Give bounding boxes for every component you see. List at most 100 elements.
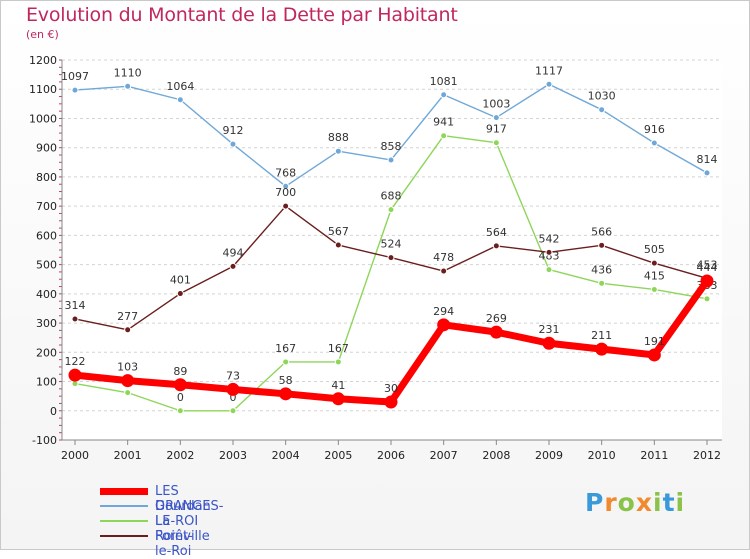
y-tick-label: 500: [36, 259, 57, 272]
data-label: 505: [644, 243, 665, 256]
data-label: 483: [539, 250, 560, 263]
data-label: 314: [65, 299, 86, 312]
data-point: [387, 156, 395, 164]
data-label: 888: [328, 131, 349, 144]
data-label: 89: [173, 365, 187, 378]
data-point: [229, 407, 237, 415]
data-label: 453: [697, 258, 718, 271]
data-point: [650, 139, 658, 147]
data-point: [121, 374, 135, 388]
x-tick-label: 2007: [430, 449, 458, 462]
x-tick-label: 2010: [588, 449, 616, 462]
data-point: [545, 80, 553, 88]
data-label: 1081: [430, 75, 458, 88]
data-label: 1003: [482, 98, 510, 111]
x-tick-label: 2008: [482, 449, 510, 462]
y-tick-label: 600: [36, 229, 57, 242]
data-label: 211: [591, 329, 612, 342]
data-point: [282, 358, 290, 366]
data-point: [647, 348, 661, 362]
data-point: [124, 326, 132, 334]
data-label: 814: [697, 153, 718, 166]
data-label: 294: [433, 305, 454, 318]
data-label: 401: [170, 274, 191, 287]
data-label: 0: [177, 391, 184, 404]
data-label: 103: [117, 361, 138, 374]
data-label: 269: [486, 312, 507, 325]
legend-label: Dourdan: [155, 499, 211, 514]
data-point: [703, 295, 711, 303]
data-point: [440, 91, 448, 99]
data-label: 542: [539, 232, 560, 245]
x-tick-label: 2011: [640, 449, 668, 462]
x-tick-label: 2005: [324, 449, 352, 462]
data-point: [492, 139, 500, 147]
x-tick-label: 2001: [114, 449, 142, 462]
x-tick-label: 2002: [166, 449, 194, 462]
x-tick-label: 2012: [693, 449, 721, 462]
data-point: [542, 336, 556, 350]
data-label: 415: [644, 269, 665, 282]
x-tick-label: 2003: [219, 449, 247, 462]
data-label: 73: [226, 369, 240, 382]
data-point: [173, 378, 187, 392]
y-tick-label: 400: [36, 288, 57, 301]
y-tick-label: 1200: [29, 54, 57, 67]
data-point: [650, 285, 658, 293]
data-label: 167: [328, 342, 349, 355]
y-tick-label: 300: [36, 317, 57, 330]
data-point: [492, 114, 500, 122]
data-label: 436: [591, 263, 612, 276]
data-label: 564: [486, 226, 507, 239]
data-point: [545, 248, 553, 256]
data-label: 122: [65, 355, 86, 368]
data-point: [703, 169, 711, 177]
data-label: 524: [381, 238, 402, 251]
data-point: [124, 82, 132, 90]
data-label: 444: [697, 261, 718, 274]
data-label: 231: [539, 323, 560, 336]
legend-label: LES GRANGES-LE-ROI: [155, 484, 224, 529]
x-tick-label: 2004: [272, 449, 300, 462]
x-tick-label: 2000: [61, 449, 89, 462]
logo-letter: P: [585, 488, 605, 517]
data-point: [176, 290, 184, 298]
data-label: 494: [223, 246, 244, 259]
data-point: [440, 267, 448, 275]
y-tick-label: 200: [36, 346, 57, 359]
data-label: 917: [486, 123, 507, 136]
data-point: [598, 106, 606, 114]
data-label: 167: [275, 342, 296, 355]
data-point: [334, 241, 342, 249]
data-label: 567: [328, 225, 349, 238]
data-point: [598, 279, 606, 287]
data-label: 1064: [166, 80, 194, 93]
data-point: [650, 259, 658, 267]
data-label: 30: [384, 382, 398, 395]
data-point: [124, 389, 132, 397]
proxiti-logo: Proxiti: [585, 488, 685, 517]
data-label: 58: [279, 374, 293, 387]
data-point: [176, 407, 184, 415]
data-point: [492, 242, 500, 250]
data-point: [387, 254, 395, 262]
chart-subtitle: (en €): [26, 28, 59, 41]
data-point: [229, 140, 237, 148]
data-label: 1110: [114, 66, 142, 79]
data-point: [71, 315, 79, 323]
data-point: [282, 202, 290, 210]
data-point: [440, 132, 448, 140]
data-label: 566: [591, 225, 612, 238]
legend-swatch: [100, 488, 148, 495]
chart-title: Evolution du Montant de la Dette par Hab…: [26, 4, 458, 26]
data-point: [229, 262, 237, 270]
data-point: [68, 368, 82, 382]
data-point: [331, 392, 345, 406]
data-point: [279, 387, 293, 401]
data-point: [700, 274, 714, 288]
logo-letter: i: [653, 488, 663, 517]
data-label: 912: [223, 124, 244, 137]
y-tick-label: 100: [36, 376, 57, 389]
data-label: 1097: [61, 70, 89, 83]
logo-letter: x: [635, 488, 653, 517]
